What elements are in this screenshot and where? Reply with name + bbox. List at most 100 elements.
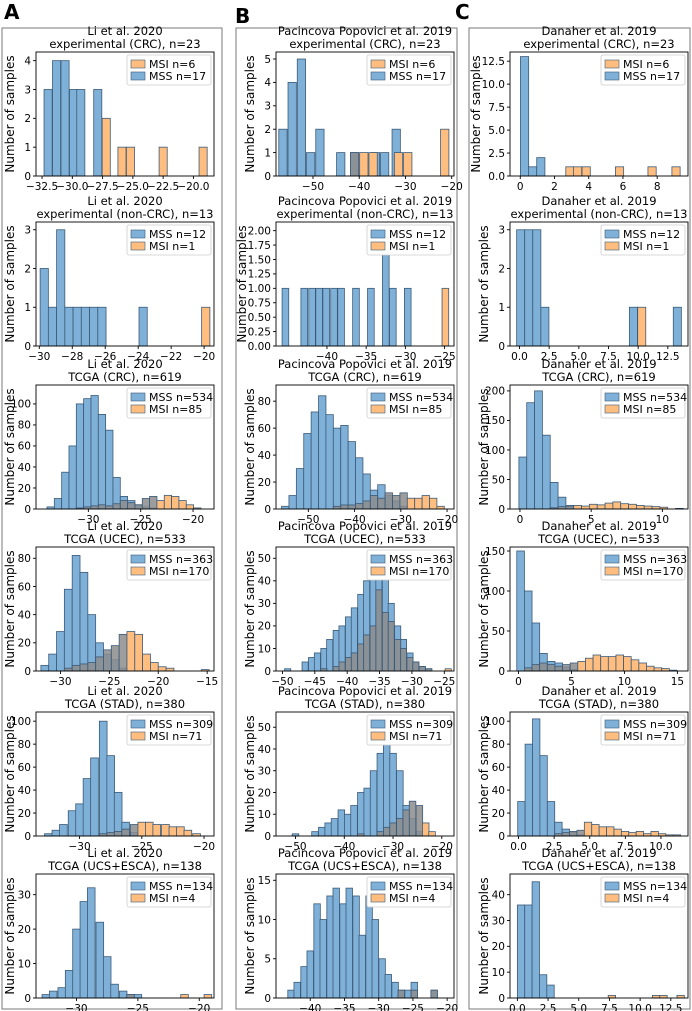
- x-tick-label: −30: [368, 1003, 390, 1011]
- y-tick-label: 2: [498, 263, 505, 275]
- y-tick-label: 4: [24, 55, 31, 67]
- chart-subtitle: TCGA (CRC), n=619: [67, 370, 181, 384]
- y-axis-label: Number of samples: [3, 388, 17, 505]
- y-tick-label: 40: [492, 889, 505, 901]
- legend-swatch-msi: [130, 893, 146, 903]
- legend-label: MSI n=4: [623, 892, 669, 905]
- x-tick-label: 0: [517, 181, 524, 193]
- x-tick-label: −20: [147, 676, 169, 688]
- x-tick-label: 10.0: [626, 351, 649, 363]
- bar-mss: [80, 306, 90, 347]
- bar-mss: [293, 981, 301, 999]
- bar-mss: [63, 588, 73, 672]
- bar-msi: [134, 633, 143, 672]
- y-tick-label: 0: [24, 341, 31, 353]
- bar-msi: [592, 654, 602, 672]
- bar-msi: [615, 166, 625, 177]
- bar-msi: [418, 666, 426, 672]
- bar-msi: [112, 503, 121, 510]
- x-tick-label: −40: [316, 351, 338, 363]
- legend-label: MSI n=85: [389, 403, 442, 416]
- bar-mss: [367, 287, 375, 347]
- y-tick-label: 20: [258, 787, 271, 799]
- y-tick-label: 0: [24, 504, 31, 516]
- bar-msi: [440, 128, 450, 177]
- x-tick-label: 7.5: [601, 1003, 618, 1011]
- bar-msi: [569, 831, 578, 837]
- legend-label: MSI n=1: [389, 240, 435, 253]
- bar-mss: [56, 229, 66, 347]
- legend-label: MSS n=12: [389, 228, 446, 241]
- bar-msi: [428, 831, 436, 837]
- x-tick-label: −20: [193, 351, 215, 363]
- bar-msi: [141, 498, 151, 510]
- bar-mss: [287, 989, 295, 999]
- y-tick-label: 10: [258, 914, 271, 926]
- bar-msi: [576, 829, 585, 837]
- bar-mss: [57, 987, 66, 999]
- x-tick-label: −20: [431, 841, 453, 853]
- bar-msi: [387, 621, 395, 672]
- bar-mss: [355, 457, 364, 510]
- bar-mss: [369, 770, 378, 837]
- y-tick-label: 0: [264, 171, 271, 183]
- bar-msi: [126, 994, 135, 999]
- bar-msi: [596, 504, 606, 510]
- chart-title: Pacincova Popovici et al. 2019: [278, 24, 452, 38]
- chart-title: Li et al. 2020: [87, 194, 162, 208]
- bar-mss: [539, 755, 548, 837]
- legend-swatch-mss: [370, 71, 386, 81]
- bar-msi: [157, 666, 167, 672]
- bar-msi: [561, 832, 570, 837]
- legend-label: MSI n=85: [149, 403, 202, 416]
- bar-mss: [138, 306, 148, 347]
- bar-mss: [371, 919, 379, 999]
- chart-title: Pacincova Popovici et al. 2019: [278, 194, 452, 208]
- y-tick-label: 50: [492, 626, 505, 638]
- legend-swatch-mss: [604, 881, 620, 891]
- x-tick-label: −35: [333, 1003, 355, 1011]
- y-tick-label: 60: [18, 441, 31, 453]
- bar-mss: [532, 718, 541, 837]
- bar-mss: [64, 970, 74, 999]
- chart-title: Danaher et al. 2019: [541, 519, 656, 533]
- bar-mss: [102, 956, 112, 999]
- bar-mss: [332, 630, 340, 672]
- x-tick-label: −30: [65, 1003, 87, 1011]
- bar-msi: [585, 657, 594, 672]
- bar-mss: [313, 652, 321, 672]
- bar-msi: [394, 639, 402, 672]
- x-tick-label: 5: [568, 676, 575, 688]
- legend-frame: [600, 876, 686, 908]
- panel-label-c: C: [455, 0, 470, 24]
- x-tick-label: −25: [402, 1003, 424, 1011]
- axes-frame: [35, 711, 215, 837]
- y-tick-label: 0: [498, 341, 505, 353]
- bar-mss: [383, 739, 391, 837]
- y-axis-label: Number of samples: [3, 550, 17, 667]
- y-axis-label: Number of samples: [243, 715, 257, 832]
- bar-msi: [105, 505, 114, 510]
- bar-mss: [352, 287, 360, 347]
- legend-label: MSS n=309: [389, 718, 453, 731]
- legend-swatch-msi: [370, 893, 386, 903]
- bar-msi: [340, 504, 349, 510]
- y-tick-label: 40: [258, 450, 271, 462]
- bar-mss: [336, 152, 346, 177]
- y-tick-label: 1.75: [248, 240, 271, 252]
- x-tick-label: −27.5: [87, 181, 119, 193]
- y-tick-label: 3: [24, 225, 31, 237]
- legend-label: MSS n=363: [149, 553, 213, 566]
- bar-msi: [628, 503, 637, 510]
- bar-mss: [105, 429, 114, 510]
- chart-title: Li et al. 2020: [87, 519, 162, 533]
- x-tick-label: 12.5: [656, 351, 679, 363]
- chart-title: Danaher et al. 2019: [541, 24, 656, 38]
